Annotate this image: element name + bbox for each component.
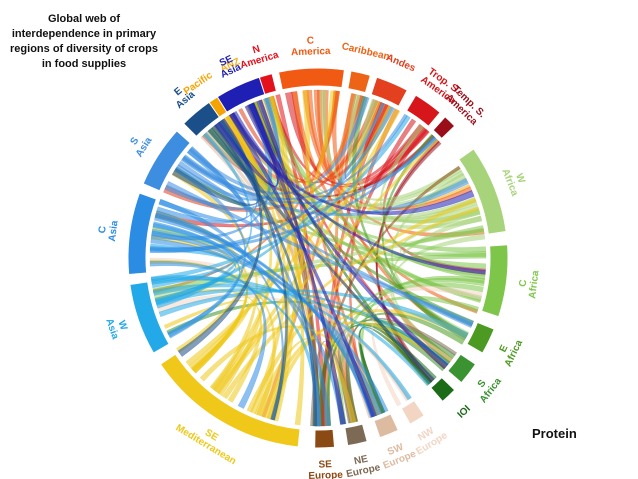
arc-e-asia	[182, 101, 221, 138]
label-line: Caribbean	[341, 41, 391, 63]
arc-ne-europe	[344, 423, 368, 447]
label-w-asia: WAsia	[103, 314, 131, 342]
label-caribbean: Caribbean	[341, 41, 391, 63]
arc-se-europe	[314, 428, 336, 449]
arc-w-africa	[458, 148, 507, 235]
ribbon-w-asia-se-europe	[150, 275, 321, 427]
arc-temp-s-america	[432, 116, 456, 140]
ribbon-se-mediterranean-andes	[185, 105, 394, 367]
arc-layer	[127, 67, 509, 449]
label-line: Europe	[345, 462, 381, 479]
ribbon-c-africa-se-europe	[324, 295, 479, 427]
arc-andes	[370, 76, 408, 107]
label-line: W	[513, 172, 527, 185]
label-line: S	[129, 135, 142, 147]
ribbon-c-asia-se-mediterranean	[158, 198, 285, 421]
arc-trop-s-america	[405, 94, 441, 127]
label-w-africa: WAfrica	[499, 163, 530, 198]
ribbon-w-asia-trop-s-america	[150, 115, 411, 282]
ribbon-se-mediterranean-c-america	[265, 90, 311, 420]
label-se-europe: SEEurope	[308, 459, 344, 479]
label-ioi: IOI	[456, 403, 473, 420]
label-line: C	[518, 279, 530, 288]
arc-se-asia	[216, 76, 266, 113]
label-ne-europe: NEEurope	[343, 451, 382, 479]
label-s-africa: SAfrica	[469, 369, 504, 405]
arc-e-africa	[466, 321, 495, 354]
ribbon-e-asia-se-europe	[211, 124, 318, 427]
label-line: N	[251, 44, 261, 57]
arc-s-africa	[447, 353, 477, 384]
ribbon-c-asia-se-mediterranean	[149, 260, 267, 409]
ribbon-s-asia-se-europe	[188, 146, 321, 427]
ribbon-se-mediterranean-w-africa	[221, 197, 477, 400]
label-line: Andes	[384, 52, 417, 74]
ribbon-se-asia-w-africa	[229, 112, 475, 216]
ribbon-c-africa-ne-europe	[338, 282, 484, 425]
label-n-america: NAmerica	[236, 39, 281, 71]
label-line: NE	[353, 454, 369, 468]
ribbon-e-asia-se-mediterranean	[177, 118, 263, 358]
figure-caption: Global web of interdependence in primary…	[10, 13, 158, 70]
arc-c-america	[277, 67, 346, 91]
label-line: Africa	[527, 269, 541, 299]
label-andes: Andes	[384, 52, 417, 74]
ribbon-ioi-anz	[251, 101, 432, 386]
arc-caribbean	[347, 70, 371, 94]
label-line: E	[498, 343, 511, 354]
ribbon-se-asia-c-africa	[231, 110, 486, 275]
label-c-africa: CAfrica	[516, 268, 541, 299]
label-line: IOI	[456, 403, 473, 420]
label-line: Asia	[107, 219, 121, 242]
ribbon-se-mediterranean-c-america	[188, 90, 336, 371]
ribbon-w-asia-e-africa	[158, 289, 469, 340]
arc-c-africa	[480, 244, 509, 318]
ribbon-w-africa-pacific	[215, 121, 465, 208]
label-line: America	[291, 46, 331, 58]
label-line: SE	[218, 53, 235, 69]
label-line: Europe	[308, 470, 343, 479]
ribbon-se-mediterranean-n-america	[210, 95, 287, 392]
ribbon-se-mediterranean-se-asia	[250, 97, 291, 415]
ribbon-s-asia-e-africa	[165, 180, 474, 329]
arc-sw-europe	[373, 413, 399, 439]
ribbon-s-asia-w-africa	[180, 156, 469, 217]
ribbon-nw-europe-c-africa	[371, 286, 483, 407]
label-line: SE	[318, 459, 332, 470]
label-line: Asia	[134, 135, 155, 159]
arc-se-mediterranean	[159, 353, 301, 448]
ribbon-s-africa-se-europe	[318, 319, 456, 427]
ribbon-s-asia-w-asia	[167, 166, 247, 339]
label-sw-europe: SWEurope	[378, 438, 419, 471]
ribbon-w-africa-c-america	[320, 89, 463, 201]
ribbon-se-mediterranean-ne-europe	[254, 337, 357, 424]
label-e-africa: EAfrica	[493, 333, 525, 369]
label-line: C	[97, 225, 109, 234]
label-line: C	[307, 36, 315, 47]
ribbon-layer	[149, 89, 487, 427]
label-line: W	[116, 319, 130, 332]
ribbon-se-mediterranean-w-asia	[163, 300, 250, 372]
panel-label: Protein	[532, 426, 577, 441]
arc-w-asia	[129, 281, 170, 354]
arc-s-asia	[142, 130, 191, 192]
label-c-asia: CAsia	[96, 218, 121, 242]
ribbon-trop-s-america-se-europe	[321, 118, 417, 427]
arc-c-asia	[127, 192, 158, 276]
label-s-asia: SAsia	[125, 129, 155, 159]
ribbon-se-mediterranean-w-africa	[246, 206, 480, 413]
arc-nw-europe	[400, 399, 425, 425]
arc-ioi	[430, 376, 456, 403]
ribbon-se-europe-w-africa	[318, 165, 461, 427]
label-line: Mediterranean	[174, 423, 238, 468]
ribbon-s-asia-temp-s-america	[182, 136, 438, 205]
label-line: Asia	[103, 317, 120, 341]
label-c-america: CAmerica	[291, 35, 332, 58]
